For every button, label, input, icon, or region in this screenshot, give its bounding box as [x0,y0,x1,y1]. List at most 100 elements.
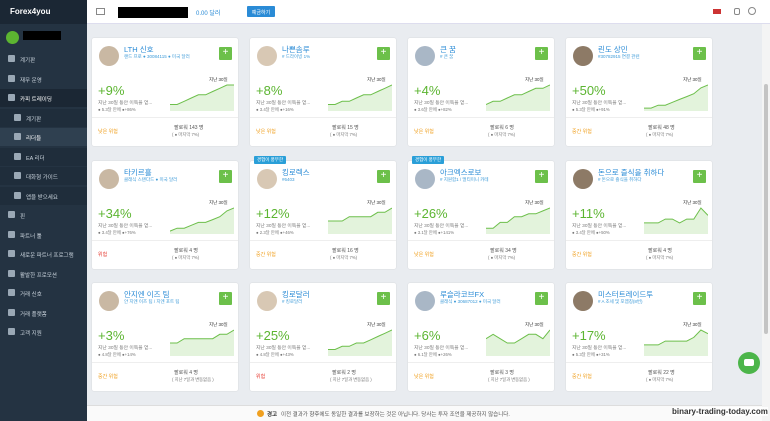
followers-change: ( ● 마지막 7%) [330,254,358,260]
scrollbar[interactable] [762,24,770,421]
spark-area [486,207,550,234]
chat-icon [744,359,754,366]
nav-icon [8,230,15,238]
divider [566,117,712,118]
language-flag[interactable] [713,9,721,14]
nav-subitem[interactable]: 계기판 [0,108,87,127]
avatar [573,46,593,66]
divider [566,362,712,363]
avatar [257,291,277,311]
spark-area [328,207,392,234]
nav-label: 거래 신호 [20,292,42,298]
leader-sub: 클래식 스탠다드 ● 미국 달러 [124,176,178,182]
copy-button[interactable]: + [535,47,548,60]
leader-name[interactable]: 린도 상민 [598,45,628,54]
leader-name[interactable]: 미스터트레이드투 [598,290,654,299]
leader-card[interactable]: 돈으로 즐식을 취하다 # 돈으로 즐식을 취하다 + 지난 30일 +11% 지난 30… [566,160,712,269]
leader-card[interactable]: 경험이 풍부한 킹로렉스 #6403 + 지난 30일 +12% 지난 30일 동안 이득을… [250,155,396,269]
leader-name[interactable]: 아크멕스로보 [440,167,482,177]
leader-name[interactable]: 킹로달러 [282,290,310,299]
sparkline [170,207,234,234]
chat-button[interactable] [738,352,760,374]
followers: 팔로워 16 명 [332,247,359,254]
nav-icon [8,94,15,101]
copy-button[interactable]: + [219,292,232,305]
nav-item[interactable]: 활발한 프로모션 [0,265,87,283]
leader-card[interactable]: LTH 신호 랜드 프로 ● 30084115 ● 미국 달러 + 지난 30일 +9%… [92,38,238,146]
leader-name[interactable]: 안지엔 이즈 팀 [124,290,170,299]
copy-button[interactable]: + [535,169,548,183]
spark-area [170,85,234,111]
nav-item[interactable]: 고객 지원 [0,323,87,341]
period-label: 지난 30일 [525,77,544,82]
spark-area [644,207,708,234]
leader-card[interactable]: 큰 꿈 # 큰 꿈 + 지난 30일 +4% 지난 30일 동안 이득을 얻... ● 3.… [408,38,554,146]
leader-card[interactable]: 킹로달러 # 킹로달러 + 지난 30일 +25% 지난 30일 동안 이득을 얻... ●… [250,283,396,391]
leader-name[interactable]: 나쁜솜루 [282,45,310,54]
leader-card[interactable]: 타키르흘 클래식 스탠다드 ● 미국 달러 + 지난 30일 +34% 지난 30일 동안… [92,160,238,269]
nav-icon [14,152,21,160]
copy-button[interactable]: + [693,169,706,183]
leader-name[interactable]: 킹로렉스 [282,167,310,177]
nav-item[interactable]: 핀 [0,206,87,224]
followers: 팔로워 6 명 [490,125,514,131]
leader-name[interactable]: 타키르흘 [124,167,152,177]
nav-subitem[interactable]: EA 리더 [0,147,87,166]
return: +34% [98,205,132,221]
nav-item[interactable]: 카피 트레이딩 [0,89,87,107]
avatar [99,291,119,311]
copy-button[interactable]: + [377,47,390,60]
leader-card[interactable]: 린도 상민 #30782915 연결 관련 + 지난 30일 +50% 지난 30일 동안… [566,38,712,146]
description: 지난 30일 동안 이득을 얻... [414,101,469,106]
sparkline [328,329,392,356]
risk: 중간 위험 [572,251,592,258]
leader-card[interactable]: 미스터트레이드투 # A 조세 및 포엠칭(8번) + 지난 30일 +17% 지난 30… [566,283,712,391]
logo[interactable]: Forex4you [0,0,87,24]
nav-item[interactable]: 계기판 [0,50,87,68]
nav-item[interactable]: 거래 신호 [0,284,87,302]
leader-card[interactable]: 경험이 풍부한 아크멕스로보 # 지원함1 / 멀티미니 카테 + 지난 30일 +26%… [408,155,554,269]
leader-name[interactable]: 루슬라코브FX [440,290,485,299]
scroll-thumb[interactable] [764,84,768,334]
nav-icon [8,289,15,296]
leader-card[interactable]: 나쁜솜루 # 드라이빙 1% + 지난 30일 +8% 지난 30일 동안 이득을 얻..… [250,38,396,146]
nav-item[interactable]: 재무 운영 [0,70,87,88]
leader-card[interactable]: 루슬라코브FX 클래식 ● 30687012 ● 미국 달러 + 지난 30일 +6% 지… [408,283,554,391]
divider [408,362,554,363]
description: 지난 30일 동안 이득을 얻... [98,223,153,229]
followers: 팔로워 2 명 [332,370,356,376]
leader-name[interactable]: 돈으로 즐식을 취하다 [598,167,665,177]
user-avatar[interactable] [6,31,19,44]
mail-icon[interactable] [96,8,105,15]
copy-button[interactable]: + [693,47,706,60]
deposit-button[interactable]: 예금하기 [247,6,275,17]
copy-button[interactable]: + [693,292,706,305]
return: +4% [414,83,441,98]
copy-button[interactable]: + [535,292,548,305]
leader-name[interactable]: LTH 신호 [124,45,154,54]
followers: 팔로워 4 명 [174,247,198,254]
nav-item[interactable]: 거래 플랫폼 [0,304,87,322]
risk: 중간 위험 [572,374,592,380]
nav-subitem[interactable]: 대화형 가이드 [0,167,87,185]
period-label: 지난 30일 [367,322,386,327]
copy-button[interactable]: + [219,169,232,183]
phone-icon[interactable] [734,8,740,15]
logout-icon[interactable] [748,7,756,15]
copy-button[interactable]: + [377,169,390,183]
stat: ● 4.8달 만에 ●+14% [98,352,136,357]
stat: ● 3.4달 만에 ●+50% [572,229,610,235]
nav-item[interactable]: 파트너 툴 [0,226,87,244]
followers: 팔로워 15 명 [332,125,359,131]
description: 지난 30일 동안 이득을 얻... [256,346,311,351]
risk: 낮은 위험 [414,129,434,135]
nav-subitem[interactable]: 리더들 [0,128,87,146]
nav-item[interactable]: 새로운 파트너 프로그램 [0,245,87,263]
leader-sub: # 드라이빙 1% [282,54,311,59]
risk: 중간 위험 [572,129,592,135]
nav-subitem[interactable]: 앱을 받으세요 [0,186,87,205]
copy-button[interactable]: + [219,47,232,60]
leader-name[interactable]: 큰 꿈 [440,45,456,54]
copy-button[interactable]: + [377,292,390,305]
